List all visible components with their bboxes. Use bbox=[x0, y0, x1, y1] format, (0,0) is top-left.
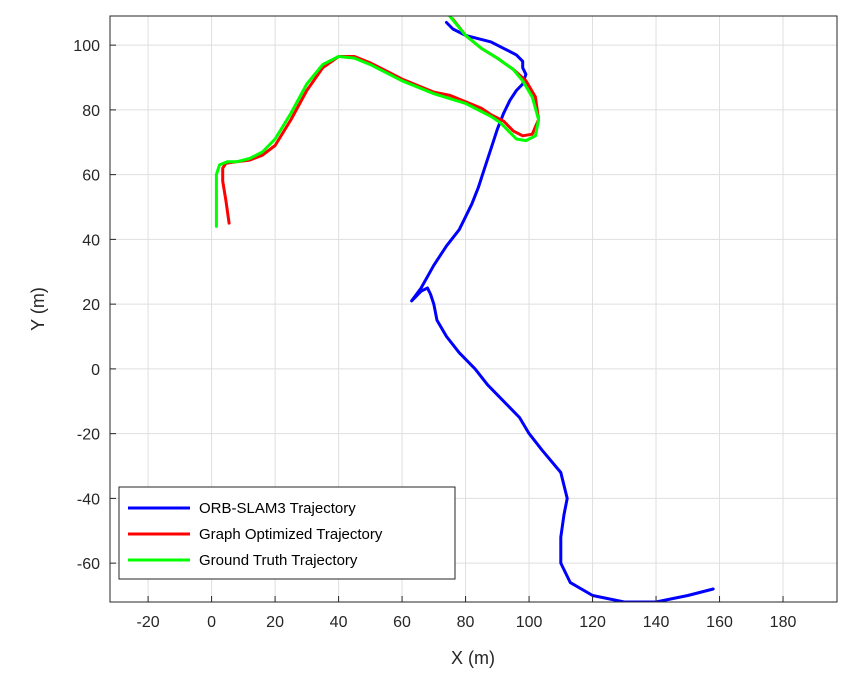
y-tick-label: 20 bbox=[82, 297, 100, 314]
y-tick-label: -40 bbox=[77, 491, 100, 508]
x-tick-label: 0 bbox=[207, 614, 216, 631]
x-tick-label: 180 bbox=[770, 614, 797, 631]
series-layer bbox=[214, 16, 715, 602]
legend-label: ORB-SLAM3 Trajectory bbox=[199, 500, 356, 517]
y-tick-label: 40 bbox=[82, 232, 100, 249]
x-axis-label: X (m) bbox=[451, 648, 495, 668]
y-tick-label: -60 bbox=[77, 556, 100, 573]
y-tick-label: 0 bbox=[91, 362, 100, 379]
x-tick-label: 120 bbox=[579, 614, 606, 631]
legend-label: Ground Truth Trajectory bbox=[199, 552, 358, 569]
grid-lines bbox=[110, 16, 837, 602]
x-ticks: -20 0 20 40 60 80 100 120 140 160 180 bbox=[137, 596, 797, 631]
x-tick-label: 60 bbox=[393, 614, 411, 631]
legend-items: ORB-SLAM3 Trajectory Graph Optimized Traj… bbox=[128, 500, 383, 569]
y-tick-label: 60 bbox=[82, 168, 100, 185]
y-ticks: -60 -40 -20 0 20 40 60 80 100 bbox=[73, 38, 116, 573]
x-tick-label: 140 bbox=[643, 614, 670, 631]
x-tick-label: 100 bbox=[516, 614, 543, 631]
y-axis-label: Y (m) bbox=[28, 287, 48, 331]
x-tick-label: 160 bbox=[706, 614, 733, 631]
y-tick-label: -20 bbox=[77, 427, 100, 444]
x-tick-label: 20 bbox=[266, 614, 284, 631]
legend-label: Graph Optimized Trajectory bbox=[199, 526, 383, 543]
plot-frame bbox=[109, 15, 838, 603]
y-tick-label: 80 bbox=[82, 103, 100, 120]
legend: ORB-SLAM3 Trajectory Graph Optimized Traj… bbox=[118, 486, 456, 580]
y-tick-label: 100 bbox=[73, 38, 100, 55]
x-tick-label: 80 bbox=[457, 614, 475, 631]
x-tick-label: 40 bbox=[330, 614, 348, 631]
series-line-ground-truth-trajectory bbox=[214, 16, 541, 228]
x-tick-label: -20 bbox=[137, 614, 160, 631]
series-line-orb-slam3-trajectory bbox=[410, 21, 715, 602]
